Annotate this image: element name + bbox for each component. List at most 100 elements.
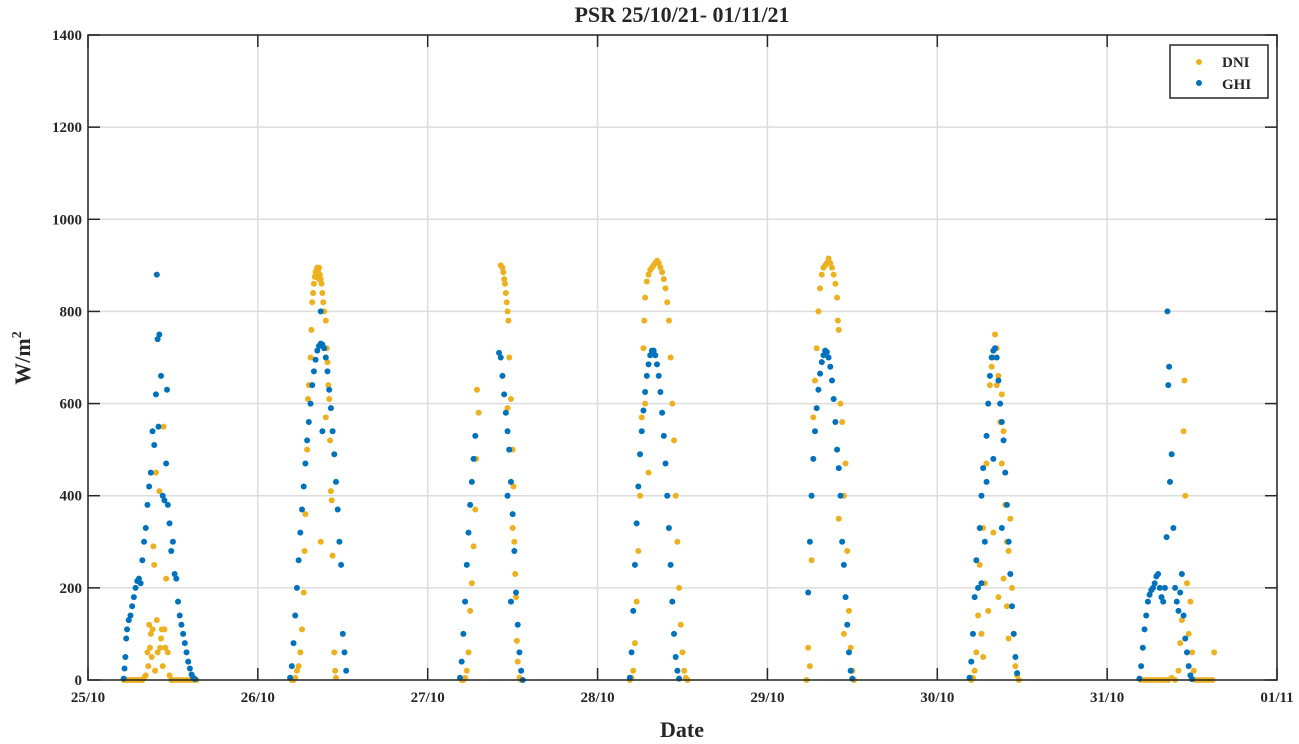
x-tick-label: 29/10 — [750, 690, 784, 706]
data-point-dni — [146, 644, 153, 651]
data-point-ghi — [472, 432, 479, 439]
data-point-ghi — [305, 419, 312, 425]
data-point-ghi — [127, 612, 134, 619]
data-point-ghi — [507, 478, 514, 485]
data-point-dni — [512, 571, 519, 578]
data-point-dni — [473, 386, 480, 393]
data-point-dni — [840, 630, 847, 637]
data-point-dni — [662, 285, 669, 292]
data-point-ghi — [309, 382, 316, 389]
data-point-ghi — [511, 548, 518, 554]
x-tick-label: 28/10 — [580, 690, 614, 706]
data-point-ghi — [1143, 612, 1150, 619]
data-point-dni — [163, 575, 170, 582]
data-point-ghi — [665, 524, 672, 531]
data-point-ghi — [1170, 524, 1177, 531]
data-point-ghi — [667, 561, 674, 568]
data-point-dni — [837, 400, 844, 407]
data-point-dni — [1190, 667, 1197, 674]
data-point-dni — [160, 423, 167, 430]
data-point-dni — [158, 635, 165, 642]
data-point-dni — [462, 674, 469, 681]
data-point-dni — [327, 437, 334, 444]
data-point-ghi — [813, 405, 820, 412]
data-point-dni — [329, 552, 336, 559]
data-point-ghi — [163, 386, 170, 393]
data-point-ghi — [1005, 538, 1012, 545]
data-point-ghi — [314, 347, 321, 354]
data-point-ghi — [169, 538, 176, 545]
data-point-ghi — [509, 511, 516, 518]
data-point-ghi — [969, 630, 976, 637]
data-point-ghi — [322, 354, 329, 361]
data-point-dni — [808, 557, 815, 564]
data-point-dni — [835, 515, 842, 522]
data-point-dni — [293, 667, 300, 674]
data-point-ghi — [655, 372, 662, 379]
data-point-dni — [992, 331, 999, 338]
data-point-ghi — [998, 524, 1005, 531]
data-point-ghi — [154, 336, 161, 343]
data-point-dni — [667, 354, 674, 361]
data-point-dni — [514, 658, 521, 665]
data-point-ghi — [839, 538, 846, 545]
data-point-dni — [166, 672, 173, 679]
data-point-dni — [641, 317, 648, 324]
data-point-ghi — [300, 483, 307, 490]
data-point-ghi — [336, 538, 343, 545]
data-point-dni — [164, 649, 171, 656]
data-point-ghi — [341, 649, 348, 656]
data-point-dni — [818, 271, 825, 278]
legend-marker-ghi — [1196, 80, 1202, 86]
data-point-dni — [1009, 584, 1016, 591]
data-point-dni — [310, 290, 317, 296]
data-point-ghi — [1164, 308, 1171, 315]
data-point-ghi — [467, 501, 474, 508]
data-point-dni — [145, 663, 152, 670]
x-tick-label: 26/10 — [241, 690, 275, 706]
data-point-dni — [302, 511, 309, 518]
legend: DNI GHI — [1169, 44, 1269, 99]
data-point-ghi — [1002, 469, 1009, 476]
data-point-ghi — [146, 483, 153, 490]
data-point-ghi — [630, 607, 637, 614]
data-point-ghi — [147, 469, 154, 476]
gridlines — [87, 34, 1278, 681]
x-tick-label: 30/10 — [920, 690, 954, 706]
data-point-ghi — [966, 674, 973, 681]
data-point-dni — [322, 317, 329, 324]
data-point-dni — [322, 414, 329, 421]
data-point-ghi — [121, 665, 128, 672]
data-point-dni — [842, 460, 849, 467]
data-point-ghi — [983, 432, 990, 439]
data-point-ghi — [847, 667, 854, 674]
data-point-dni — [657, 264, 664, 271]
data-point-ghi — [1151, 580, 1158, 587]
data-point-ghi — [161, 497, 168, 504]
data-point-ghi — [468, 478, 475, 485]
data-point-ghi — [642, 389, 649, 396]
data-point-dni — [990, 529, 997, 536]
data-point-ghi — [339, 630, 346, 637]
data-point-ghi — [470, 455, 477, 462]
data-point-ghi — [1165, 382, 1172, 389]
data-point-dni — [150, 543, 157, 550]
data-point-dni — [645, 469, 652, 476]
data-point-ghi — [840, 561, 847, 568]
legend-label-ghi: GHI — [1222, 77, 1251, 93]
data-point-dni — [500, 269, 507, 276]
data-point-dni — [975, 612, 982, 619]
data-point-dni — [316, 276, 323, 283]
data-point-ghi — [151, 442, 158, 449]
data-point-ghi — [637, 451, 644, 458]
data-point-dni — [813, 345, 820, 352]
data-point-ghi — [844, 621, 851, 628]
data-point-ghi — [326, 386, 333, 393]
data-point-ghi — [1180, 612, 1187, 619]
data-point-ghi — [976, 524, 983, 531]
data-point-ghi — [1189, 676, 1196, 683]
data-point-dni — [295, 663, 302, 670]
data-point-ghi — [307, 400, 314, 407]
data-point-dni — [1183, 580, 1190, 587]
data-point-ghi — [299, 506, 306, 513]
